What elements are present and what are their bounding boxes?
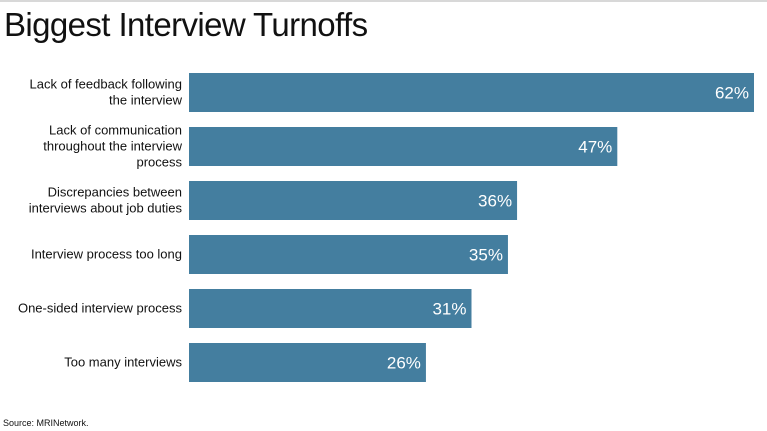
bar-value-label-1: 47% xyxy=(578,138,612,157)
bar-2 xyxy=(189,181,518,220)
bar-1 xyxy=(189,127,618,166)
category-label-2: Discrepancies between interviews about jo… xyxy=(29,185,183,216)
bar-value-label-5: 26% xyxy=(387,354,421,373)
bar-value-label-4: 31% xyxy=(432,300,466,319)
bar-value-label-0: 62% xyxy=(715,84,749,103)
category-label-5: Too many interviews xyxy=(64,355,182,370)
source-note: Source: MRINetwork. xyxy=(3,418,89,428)
bar-chart: 62% Lack of feedback following the intervi… xyxy=(18,73,754,382)
bar-3 xyxy=(189,235,508,274)
bar-value-label-2: 36% xyxy=(478,192,512,211)
category-label-0: Lack of feedback following the interview xyxy=(30,77,183,108)
bar-5 xyxy=(189,343,426,382)
category-label-1: Lack of communication throughout the inte… xyxy=(43,123,182,170)
chart-title: Biggest Interview Turnoffs xyxy=(4,6,368,43)
bar-value-label-3: 35% xyxy=(469,246,503,265)
category-label-4: One-sided interview process xyxy=(18,301,183,316)
category-label-3: Interview process too long xyxy=(31,247,182,262)
bar-0 xyxy=(189,73,754,112)
top-rule xyxy=(0,0,767,2)
bar-4 xyxy=(189,289,472,328)
